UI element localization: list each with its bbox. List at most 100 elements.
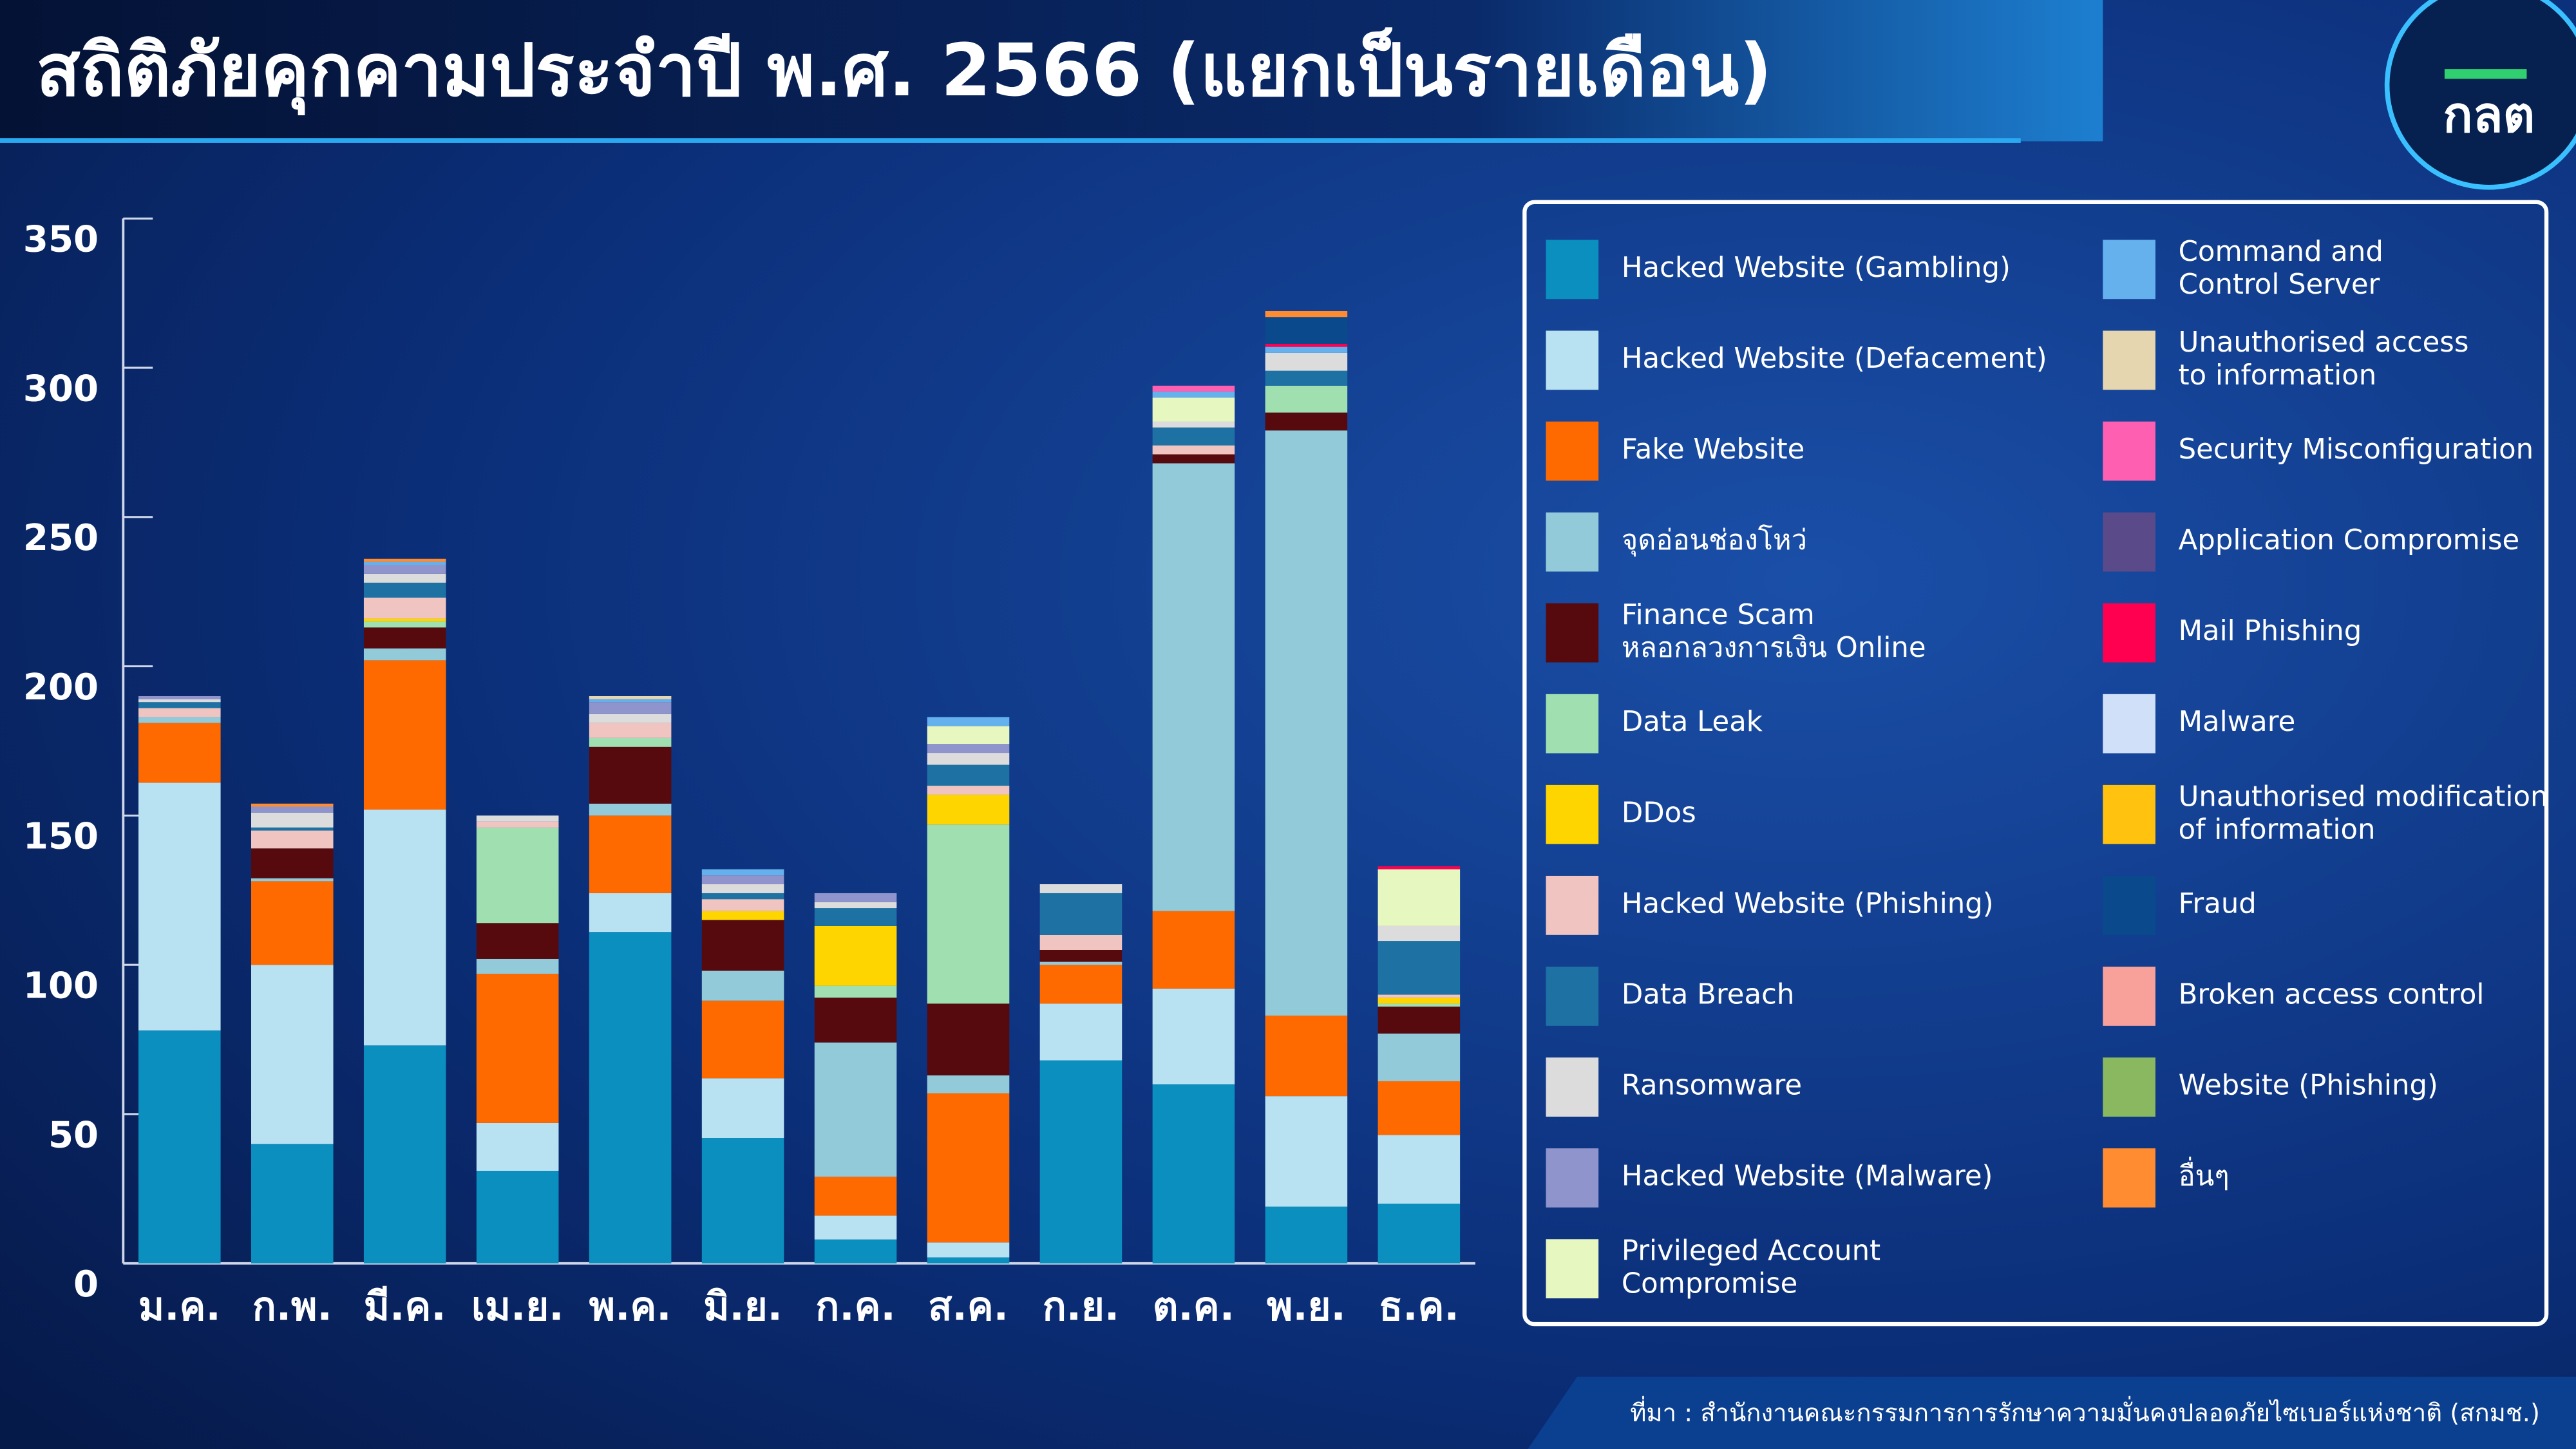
- bar-segment: [476, 974, 559, 1123]
- legend-swatch: [2103, 967, 2155, 1026]
- bar-segment: [363, 618, 446, 622]
- bar-segment: [1039, 893, 1122, 935]
- y-tick-label: 50: [48, 1114, 99, 1156]
- legend-swatch: [2103, 784, 2155, 844]
- x-tick-label: ต.ค.: [1153, 1284, 1235, 1330]
- legend-swatch: [1546, 694, 1599, 753]
- bar-segment: [251, 806, 334, 813]
- bar-segment: [927, 753, 1010, 765]
- title-underline: [0, 138, 2021, 143]
- bar-segment: [138, 699, 221, 703]
- legend-swatch: [2103, 1057, 2155, 1117]
- bar-segment: [589, 723, 672, 738]
- bar-segment: [927, 717, 1010, 726]
- bar-segment: [476, 815, 559, 822]
- bar-segment: [1039, 934, 1122, 950]
- bar-segment: [1378, 1033, 1461, 1081]
- legend-label: Data Breach: [1622, 978, 1794, 1010]
- legend-label: Finance Scam หลอกลวงการเงิน Online: [1622, 599, 1926, 664]
- legend-label: Website (Phishing): [2179, 1070, 2438, 1102]
- bar-segment: [363, 660, 446, 810]
- bar-segment: [1265, 1206, 1348, 1264]
- legend-label: Ransomware: [1622, 1070, 1802, 1102]
- x-tick-label: ม.ค.: [138, 1284, 221, 1330]
- bar-segment: [701, 884, 784, 893]
- bar-segment: [1152, 454, 1235, 464]
- x-tick-label: มี.ค.: [364, 1284, 446, 1330]
- bar-segment: [589, 803, 672, 816]
- bar-segment: [927, 764, 1010, 786]
- legend-swatch: [2103, 512, 2155, 572]
- bar-segment: [251, 827, 334, 831]
- legend-label: จุดอ่อนช่องโหว่: [1622, 524, 1807, 557]
- x-tick-label: ส.ค.: [928, 1284, 1009, 1330]
- bar-segment: [1039, 1060, 1122, 1264]
- legend-label: Hacked Website (Gambling): [1622, 252, 2011, 284]
- bar-segment: [1152, 445, 1235, 455]
- legend-label: Hacked Website (Defacement): [1622, 343, 2047, 375]
- bar-segment: [589, 815, 672, 893]
- bar-segment: [1152, 463, 1235, 911]
- bar-segment: [814, 908, 897, 926]
- legend-swatch: [1546, 875, 1599, 935]
- y-tick-label: 100: [23, 965, 99, 1007]
- legend-label: Security Misconfiguration: [2179, 433, 2534, 466]
- logo-text: กลต: [2443, 87, 2535, 144]
- bar-segment: [1152, 911, 1235, 989]
- bar-segment: [476, 923, 559, 959]
- bar-segment: [701, 869, 784, 876]
- bar-segment: [251, 965, 334, 1144]
- logo-circle: [2384, 0, 2576, 190]
- bar-segment: [589, 746, 672, 804]
- bar-segment: [138, 696, 221, 699]
- bar-segment: [701, 893, 784, 900]
- bar-segment: [701, 911, 784, 920]
- bar-segment: [476, 958, 559, 974]
- x-tick-label: พ.ค.: [589, 1284, 672, 1330]
- bar-segment: [1378, 994, 1461, 998]
- bar-segment: [251, 803, 334, 807]
- bar-segment: [363, 565, 446, 574]
- legend-swatch: [2103, 1148, 2155, 1208]
- bar-segment: [1265, 1015, 1348, 1097]
- bar-segment: [814, 902, 897, 909]
- y-tick-label: 150: [23, 816, 99, 858]
- bar-segment: [251, 830, 334, 849]
- bar-segment: [814, 1042, 897, 1177]
- bar-segment: [1152, 421, 1235, 428]
- bar-segment: [927, 794, 1010, 825]
- y-tick-label: 0: [73, 1264, 99, 1305]
- legend-label: Malware: [2179, 706, 2296, 738]
- bar-segment: [1265, 1096, 1348, 1207]
- bar-segment: [251, 1144, 334, 1264]
- bar-segment: [1039, 961, 1122, 965]
- x-tick-label: ก.พ.: [252, 1284, 332, 1330]
- legend-swatch: [1546, 421, 1599, 481]
- bar-segment: [363, 562, 446, 565]
- bar-segment: [814, 893, 897, 902]
- bar-segment: [138, 708, 221, 717]
- legend-label: Mail Phishing: [2179, 615, 2362, 647]
- x-tick-label: ก.ค.: [815, 1284, 896, 1330]
- bar-segment: [814, 998, 897, 1043]
- title-bar: [0, 0, 2103, 142]
- bar-segment: [138, 723, 221, 783]
- bar-segment: [1152, 1084, 1235, 1264]
- bar-segment: [1265, 430, 1348, 1016]
- legend-label: Fraud: [2179, 887, 2257, 920]
- bar-segment: [701, 1078, 784, 1139]
- bar-segment: [589, 696, 672, 699]
- legend-swatch: [1546, 967, 1599, 1026]
- bar-segment: [1265, 352, 1348, 371]
- legend-swatch: [1546, 1148, 1599, 1208]
- legend-label: DDos: [1622, 797, 1696, 829]
- bar-segment: [1152, 427, 1235, 446]
- bar-segment: [927, 1093, 1010, 1243]
- legend-swatch: [1546, 784, 1599, 844]
- bar-segment: [701, 899, 784, 911]
- bar-segment: [589, 932, 672, 1264]
- legend-swatch: [1546, 1057, 1599, 1117]
- bar-segment: [1378, 1204, 1461, 1264]
- bar-segment: [701, 875, 784, 885]
- bar-segment: [1265, 370, 1348, 386]
